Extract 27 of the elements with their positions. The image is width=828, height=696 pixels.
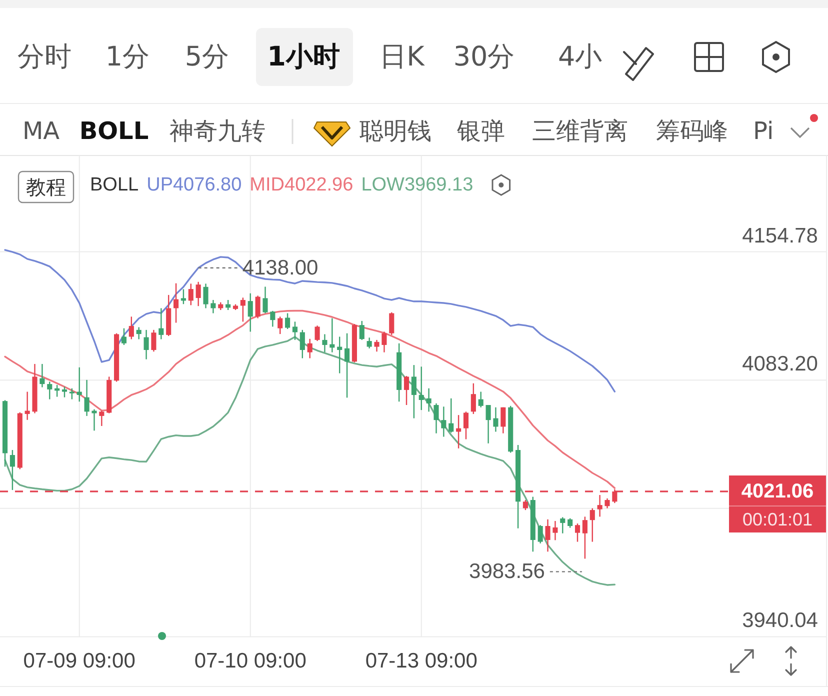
text: 4小 — [558, 42, 602, 72]
annotation: 3983.56 — [469, 560, 545, 584]
annotation: 教程 — [26, 175, 66, 199]
text: 5分 — [184, 42, 230, 72]
text: 1分 — [105, 42, 150, 72]
x-tick-label: 07-13 09:00 — [365, 650, 478, 672]
text: 00:01:01 — [742, 509, 813, 530]
legend: BOLL UP4076.80 MID4022.96 LOW3969.13 — [90, 174, 474, 196]
x-tick-label: 07-09 09:00 — [23, 650, 136, 672]
y-tick-label: 4083.20 — [742, 352, 818, 376]
text: MA — [22, 117, 60, 145]
y-tick-label: 3940.04 — [742, 609, 818, 632]
text: 聪明钱 — [360, 117, 432, 145]
text: 1小时 — [267, 42, 340, 72]
text: 30分 — [453, 42, 515, 72]
text: 分时 — [18, 42, 72, 72]
text: 4021.06 — [741, 480, 814, 502]
text: 日K — [380, 42, 426, 72]
y-tick-label: 4154.78 — [742, 224, 818, 248]
text: 银弹 — [456, 117, 505, 145]
text: 神奇九转 — [170, 117, 266, 145]
text: BOLL — [79, 117, 149, 145]
annotation: 4138.00 — [242, 256, 318, 280]
x-tick-label: 07-10 09:00 — [194, 650, 306, 672]
text: 三维背离 — [532, 117, 628, 145]
text: 筹码峰 — [656, 117, 728, 145]
text: Pi — [753, 117, 774, 145]
